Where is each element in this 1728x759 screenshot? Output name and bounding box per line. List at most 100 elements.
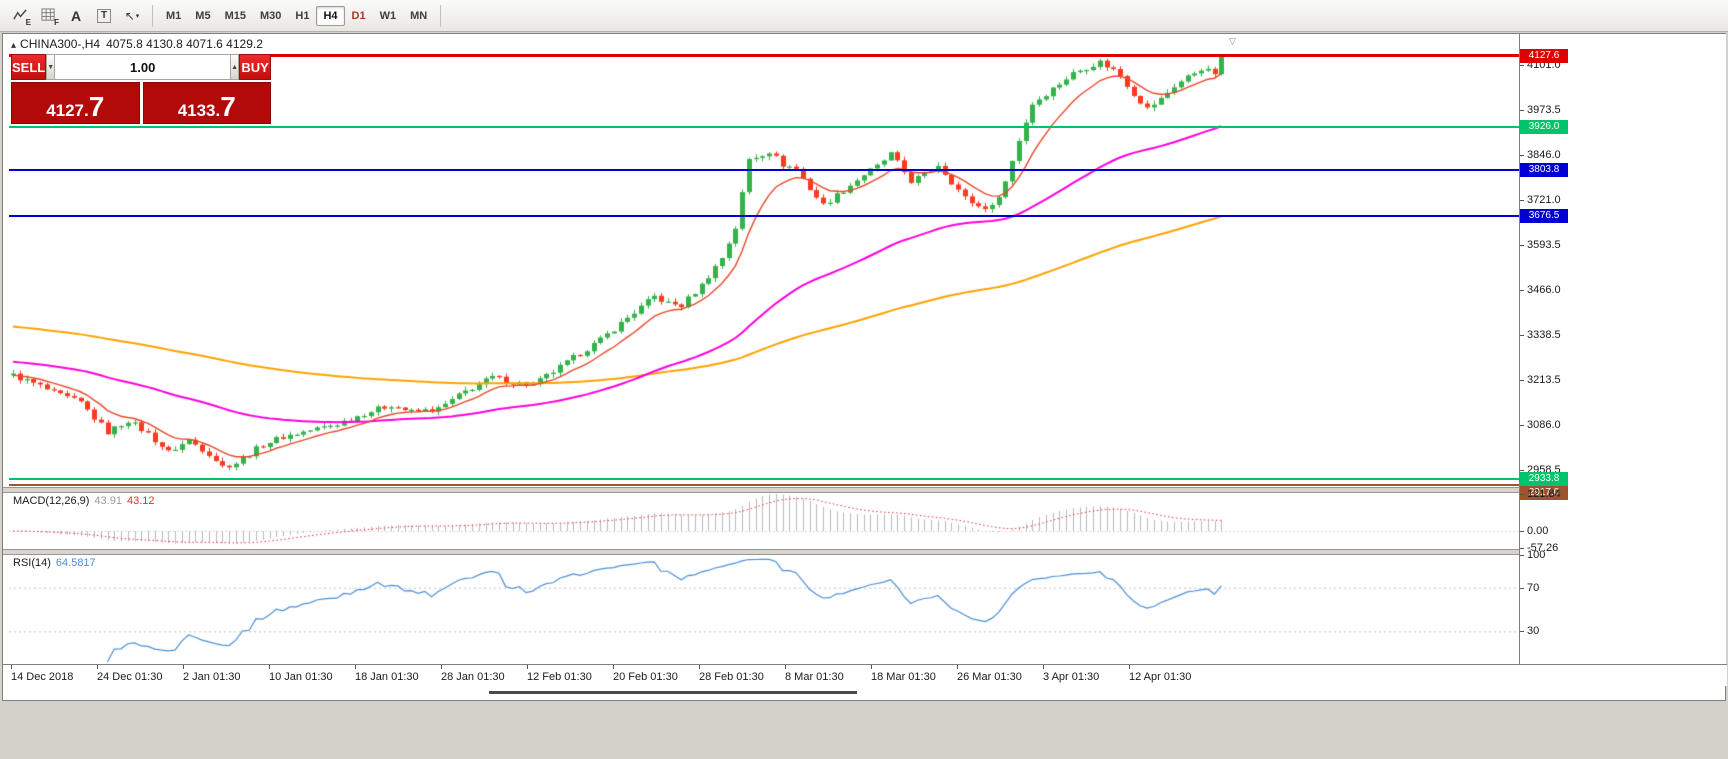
- main-toolbar: E F A T ↖ ▾ M1 M5 M15 M30 H1 H4 D1 W1 MN: [0, 0, 1728, 32]
- buy-price-main: 4133.: [177, 101, 221, 120]
- price-scale[interactable]: 4101.0 3973.5 3846.0 3721.0 3593.5 3466.0 3338…: [1519, 34, 1726, 686]
- sell-price-main: 4127.: [46, 101, 89, 120]
- text-label-tool-button[interactable]: T: [90, 4, 118, 28]
- time-tick: [613, 665, 614, 669]
- macd-label: MACD(12,26,9) 43.91 43.12: [13, 495, 154, 507]
- timeframe-button-w1[interactable]: W1: [379, 9, 397, 22]
- macd-name: MACD(12,26,9): [13, 495, 90, 507]
- indicator-scale-tick: [1520, 531, 1524, 532]
- buy-button[interactable]: BUY: [239, 54, 271, 80]
- boxed-t-icon: T: [96, 8, 112, 23]
- price-badge-2917.0: 2917.0: [1520, 485, 1568, 500]
- price-tick-label: 3846.0: [1527, 149, 1561, 162]
- timeframe-button-m1[interactable]: M1: [166, 9, 182, 22]
- price-tick: [1520, 199, 1524, 201]
- time-label: 3 Apr 01:30: [1043, 671, 1100, 683]
- level-line-2933.8[interactable]: [9, 477, 1519, 480]
- time-tick: [441, 665, 442, 669]
- price-badge-3926.0: 3926.0: [1520, 120, 1568, 135]
- font-tool-button[interactable]: A: [62, 4, 90, 28]
- volume-increase-button[interactable]: ▲: [230, 54, 240, 80]
- buy-price-display[interactable]: 4133. 7: [142, 82, 271, 124]
- level-line-4127.6[interactable]: [9, 54, 1519, 58]
- price-tick-label: 3466.0: [1527, 284, 1561, 297]
- volume-input[interactable]: [55, 54, 231, 80]
- grid-icon: [40, 8, 55, 21]
- time-label: 12 Apr 01:30: [1129, 671, 1192, 683]
- price-tick-label: 3213.5: [1527, 373, 1561, 386]
- scrollbar-thumb[interactable]: [489, 691, 857, 694]
- price-tick: [1520, 65, 1524, 67]
- time-tick: [785, 665, 786, 669]
- level-line-3926.0[interactable]: [9, 126, 1519, 129]
- price-tick-label: 3086.0: [1527, 418, 1561, 431]
- sell-button[interactable]: SELL: [11, 54, 47, 80]
- one-click-collapse-icon[interactable]: ▴: [11, 40, 17, 51]
- time-label: 8 Mar 01:30: [785, 671, 844, 683]
- toolbar-separator: [440, 4, 442, 27]
- price-tick: [1520, 424, 1524, 426]
- indicator-scale-label: 0.00: [1527, 525, 1549, 537]
- price-tick-label: 3721.0: [1527, 193, 1561, 206]
- timeframe-button-m5[interactable]: M5: [195, 9, 211, 22]
- timeframe-button-h1[interactable]: H1: [295, 9, 310, 22]
- price-badge-3676.5: 3676.5: [1520, 208, 1568, 223]
- indicator-scale-label: 121.84: [1527, 488, 1561, 500]
- indicator-scale-label: 70: [1527, 581, 1540, 594]
- timeframe-button-d1[interactable]: D1: [351, 9, 366, 22]
- sell-price-display[interactable]: 4127. 7: [11, 82, 140, 124]
- macd-panel-splitter[interactable]: [3, 487, 1725, 493]
- indicator-scale-label: 30: [1527, 625, 1540, 638]
- volume-decrease-button[interactable]: ▼: [46, 54, 56, 80]
- time-tick: [1043, 665, 1044, 669]
- horizontal-level-lines: [3, 34, 1725, 487]
- price-badge-3803.8: 3803.8: [1520, 163, 1568, 178]
- toolbar-separator: [152, 4, 153, 27]
- chart-header: ▴ CHINA300-,H4 4075.8 4130.8 4071.6 4129.2: [11, 37, 263, 51]
- tool-sub-letter-f: F: [54, 17, 59, 27]
- rsi-panel-splitter[interactable]: [3, 549, 1725, 555]
- indicator-scale-tick: [1520, 555, 1524, 556]
- chart-symbol-label: CHINA300-,H4: [20, 37, 101, 51]
- time-label: 10 Jan 01:30: [269, 671, 333, 683]
- indicator-scale-tick: [1520, 587, 1524, 589]
- trade-panel-prices: 4127. 7 4133. 7: [11, 82, 271, 124]
- price-tick: [1520, 290, 1524, 292]
- level-line-3803.8[interactable]: [9, 169, 1519, 172]
- rsi-name: RSI(14): [13, 557, 51, 569]
- time-label: 20 Feb 01:30: [613, 671, 678, 683]
- time-tick: [1129, 665, 1130, 669]
- time-axis[interactable]: 14 Dec 2018 24 Dec 01:30 2 Jan 01:30 10 Jan…: [3, 664, 1727, 686]
- sell-price-pips: 7: [88, 91, 105, 123]
- time-tick: [355, 665, 356, 669]
- time-label: 26 Mar 01:30: [957, 671, 1022, 683]
- price-tick: [1520, 335, 1524, 337]
- grid-tool-button[interactable]: F: [34, 4, 62, 28]
- timeframe-button-m15[interactable]: M15: [224, 9, 246, 22]
- time-label: 18 Jan 01:30: [355, 671, 419, 683]
- rsi-indicator-canvas[interactable]: [9, 555, 1519, 664]
- cursor-tool-button[interactable]: ↖ ▾: [118, 4, 146, 28]
- price-tick: [1520, 244, 1524, 246]
- macd-indicator-canvas[interactable]: [9, 493, 1519, 549]
- indicator-scale-label: -57.26: [1527, 542, 1559, 555]
- time-tick: [269, 665, 270, 669]
- trade-panel-controls: SELL ▼ ▲ BUY: [11, 54, 271, 80]
- tool-sub-letter-e: E: [25, 17, 31, 27]
- time-tick: [957, 665, 958, 669]
- macd-value: 43.91: [94, 495, 122, 507]
- chart-scrollbar[interactable]: [3, 686, 1725, 700]
- chart-window[interactable]: ▴ CHINA300-,H4 4075.8 4130.8 4071.6 4129.2…: [2, 33, 1727, 701]
- level-line-3676.5[interactable]: [9, 214, 1519, 217]
- time-label: 18 Mar 01:30: [871, 671, 936, 683]
- time-label: 14 Dec 2018: [11, 671, 74, 683]
- timeframe-button-mn[interactable]: MN: [410, 9, 428, 22]
- time-tick: [97, 665, 98, 669]
- price-tick-label: 3338.5: [1527, 329, 1561, 342]
- indicator-tool-button[interactable]: E: [6, 4, 34, 28]
- level-line-2917.0[interactable]: [9, 483, 1519, 486]
- buy-price-pips: 7: [220, 91, 236, 123]
- letter-a-icon: A: [70, 7, 82, 24]
- timeframe-button-h4[interactable]: H4: [316, 5, 345, 26]
- timeframe-button-m30[interactable]: M30: [259, 9, 282, 22]
